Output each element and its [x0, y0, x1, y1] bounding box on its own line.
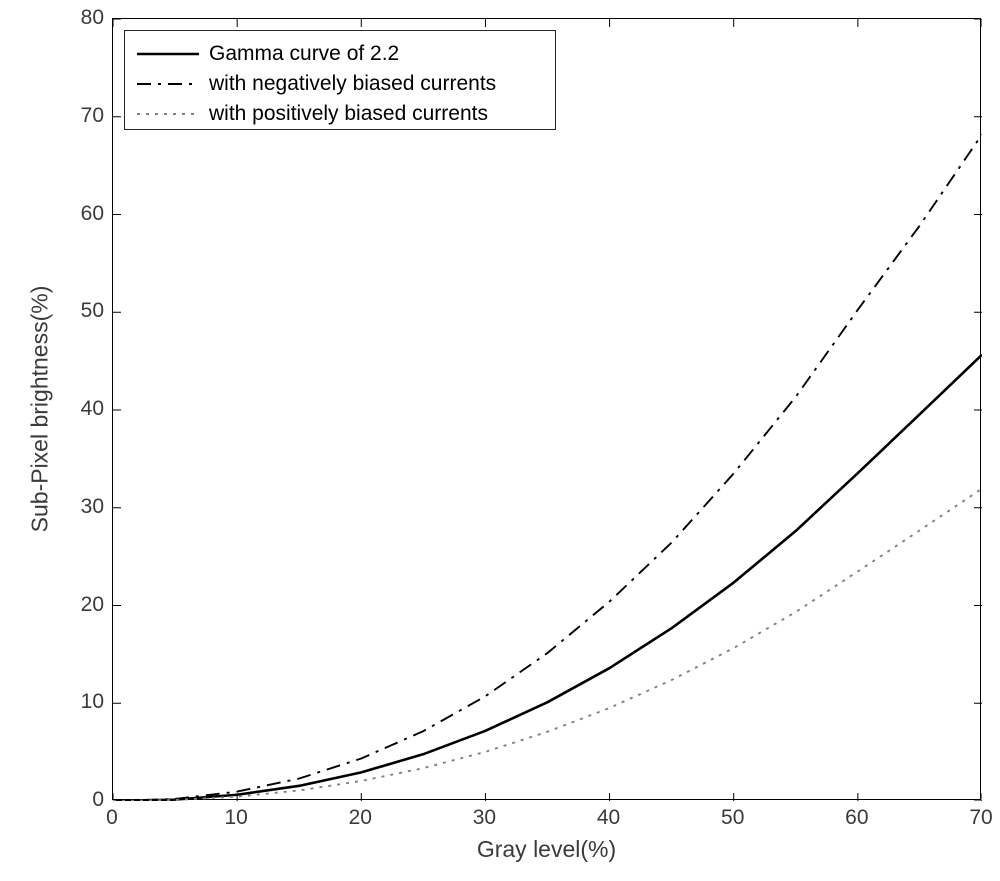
legend-label: with positively biased currents: [209, 102, 488, 126]
series-line-0: [113, 355, 982, 801]
y-tick-label: 40: [81, 397, 104, 421]
legend-swatch: [137, 42, 199, 66]
legend-label: with negatively biased currents: [209, 72, 496, 96]
y-tick-label: 0: [92, 788, 104, 812]
y-tick-label: 30: [81, 495, 104, 519]
legend-row: with negatively biased currents: [137, 69, 543, 99]
y-tick-label: 20: [81, 593, 104, 617]
x-tick-label: 60: [845, 806, 868, 830]
x-tick-label: 0: [106, 806, 118, 830]
x-tick-label: 70: [969, 806, 992, 830]
y-tick-label: 70: [81, 104, 104, 128]
legend-row: with positively biased currents: [137, 99, 543, 129]
legend-swatch: [137, 72, 199, 96]
series-line-2: [113, 489, 982, 801]
x-tick-label: 30: [473, 806, 496, 830]
x-tick-label: 50: [721, 806, 744, 830]
x-tick-label: 20: [349, 806, 372, 830]
figure: 0 10 20 30 40 50 60 70 0 10 20 30 40 50 60 70 80 Gray l…: [0, 0, 1000, 881]
x-axis-label: Gray level(%): [477, 836, 616, 863]
legend-label: Gamma curve of 2.2: [209, 42, 399, 66]
y-tick-label: 50: [81, 299, 104, 323]
legend-swatch: [137, 102, 199, 126]
y-tick-label: 10: [81, 690, 104, 714]
y-tick-label: 80: [81, 6, 104, 30]
plot-area: [112, 18, 981, 800]
legend: Gamma curve of 2.2 with negatively biased…: [124, 30, 556, 130]
plot-svg: [113, 19, 982, 801]
x-tick-label: 10: [224, 806, 247, 830]
x-tick-label: 40: [597, 806, 620, 830]
y-axis-label: Sub-Pixel brightness(%): [27, 286, 54, 533]
y-tick-label: 60: [81, 202, 104, 226]
legend-row: Gamma curve of 2.2: [137, 39, 543, 69]
